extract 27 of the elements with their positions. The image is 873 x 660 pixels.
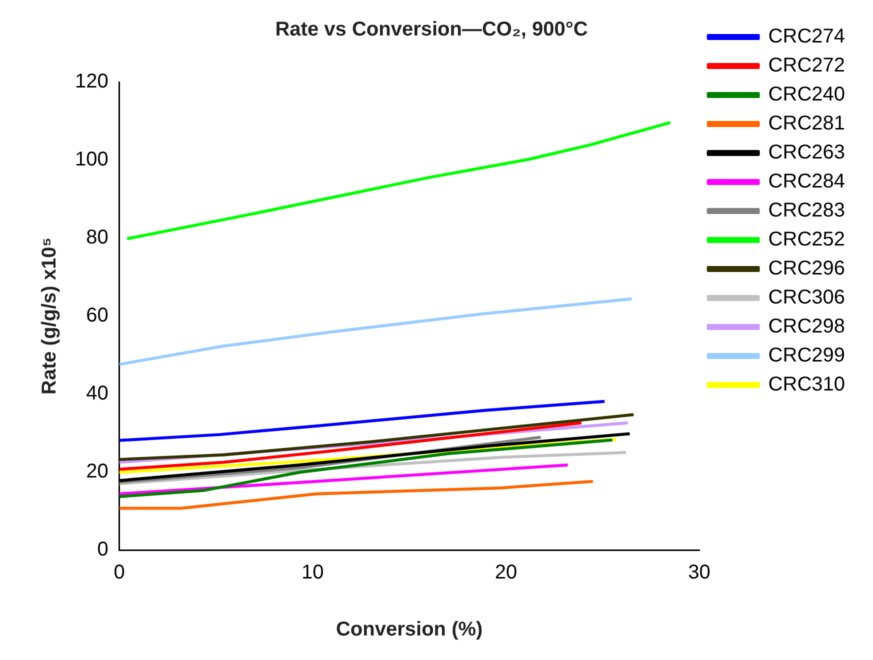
legend-label: CRC274 [768,26,846,48]
legend-label: CRC283 [768,200,846,222]
y-axis-title: Rate (g/g/s) x10⁵ [38,237,61,395]
legend-label: CRC296 [768,258,846,280]
legend-label: CRC310 [768,374,846,396]
legend-label: CRC272 [768,54,846,77]
y-tick-label: 120 [74,70,108,93]
x-axis-title: Conversion (%) [336,618,483,641]
legend-label: CRC252 [768,228,846,251]
y-tick-label: 100 [74,148,108,171]
legend-label: CRC240 [768,84,846,106]
legend-label: CRC306 [768,286,846,309]
x-tick-label: 20 [494,562,518,584]
y-tick-label: 20 [86,460,108,483]
y-tick-label: 0 [97,538,108,561]
legend-label: CRC281 [768,112,846,135]
chart-title: Rate vs Conversion—CO₂, 900°C [275,18,588,41]
legend-label: CRC298 [768,316,846,338]
legend-label: CRC284 [768,170,846,193]
legend-label: CRC263 [768,142,846,164]
y-tick-label: 80 [86,226,108,249]
x-tick-label: 0 [114,562,125,584]
x-tick-label: 10 [302,562,324,584]
x-tick-label: 30 [688,562,710,584]
y-tick-label: 60 [86,304,108,327]
legend-label: CRC299 [768,344,846,367]
y-tick-label: 40 [86,382,108,405]
